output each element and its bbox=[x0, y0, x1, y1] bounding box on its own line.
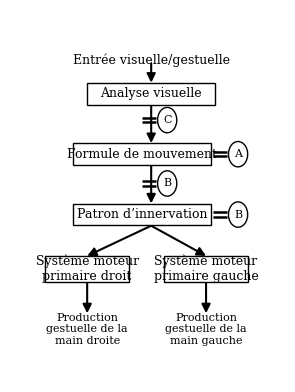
Text: B: B bbox=[234, 210, 242, 220]
Text: Système moteur
primaire gauche: Système moteur primaire gauche bbox=[154, 255, 258, 283]
Text: Production
gestuelle de la
main droite: Production gestuelle de la main droite bbox=[46, 313, 128, 346]
Text: A: A bbox=[234, 149, 242, 159]
FancyBboxPatch shape bbox=[73, 143, 211, 165]
FancyBboxPatch shape bbox=[164, 256, 248, 282]
FancyBboxPatch shape bbox=[73, 204, 211, 225]
Text: Production
gestuelle de la
main gauche: Production gestuelle de la main gauche bbox=[165, 313, 247, 346]
Text: Patron d’innervation: Patron d’innervation bbox=[77, 208, 207, 221]
Text: Formule de mouvement: Formule de mouvement bbox=[67, 148, 217, 161]
FancyBboxPatch shape bbox=[45, 256, 130, 282]
Text: Système moteur
primaire droit: Système moteur primaire droit bbox=[36, 255, 139, 283]
FancyBboxPatch shape bbox=[87, 83, 215, 105]
Text: C: C bbox=[163, 115, 171, 125]
Text: Analyse visuelle: Analyse visuelle bbox=[100, 87, 202, 100]
Text: B: B bbox=[163, 178, 171, 189]
Text: Entrée visuelle/gestuelle: Entrée visuelle/gestuelle bbox=[73, 54, 230, 67]
